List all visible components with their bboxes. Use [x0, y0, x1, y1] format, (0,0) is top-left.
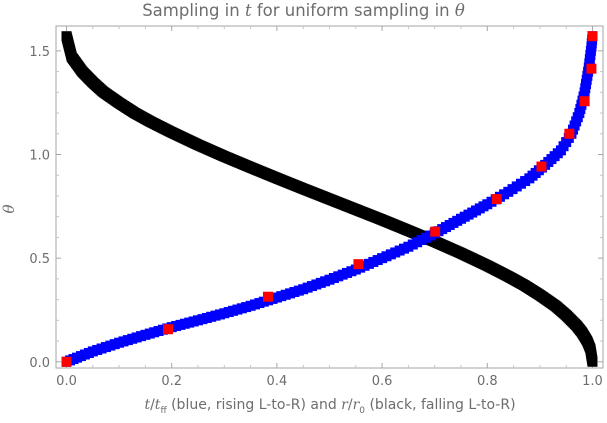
y-tick-label: 0.5 — [29, 252, 50, 267]
red-sample-point — [163, 324, 174, 335]
y-axis-label: θ — [0, 204, 18, 214]
red-sample-point — [491, 194, 502, 205]
y-tick-label: 1.5 — [29, 45, 50, 60]
red-sample-point — [61, 356, 72, 367]
red-sample-point — [262, 291, 273, 302]
x-tick-label: 1.0 — [582, 374, 603, 389]
y-tick-label: 1.0 — [29, 149, 50, 164]
red-sample-point — [587, 31, 598, 42]
y-tick-label: 0.0 — [29, 356, 50, 371]
red-sample-point — [353, 259, 364, 270]
x-tick-label: 0.8 — [477, 374, 498, 389]
red-sample-point — [536, 161, 547, 172]
x-axis-label: t/tff (blue, rising L-to-R) and r/r0 (bl… — [144, 397, 516, 416]
x-tick-label: 0.4 — [267, 374, 288, 389]
red-sample-point — [586, 63, 597, 74]
chart-title: Sampling in t for uniform sampling in θ — [142, 1, 465, 20]
red-sample-point — [579, 96, 590, 107]
x-tick-label: 0.6 — [372, 374, 393, 389]
black-series-point — [587, 356, 598, 367]
red-sample-point — [430, 226, 441, 237]
x-tick-label: 0.0 — [56, 374, 77, 389]
red-sample-point — [564, 128, 575, 139]
x-tick-label: 0.2 — [161, 374, 182, 389]
